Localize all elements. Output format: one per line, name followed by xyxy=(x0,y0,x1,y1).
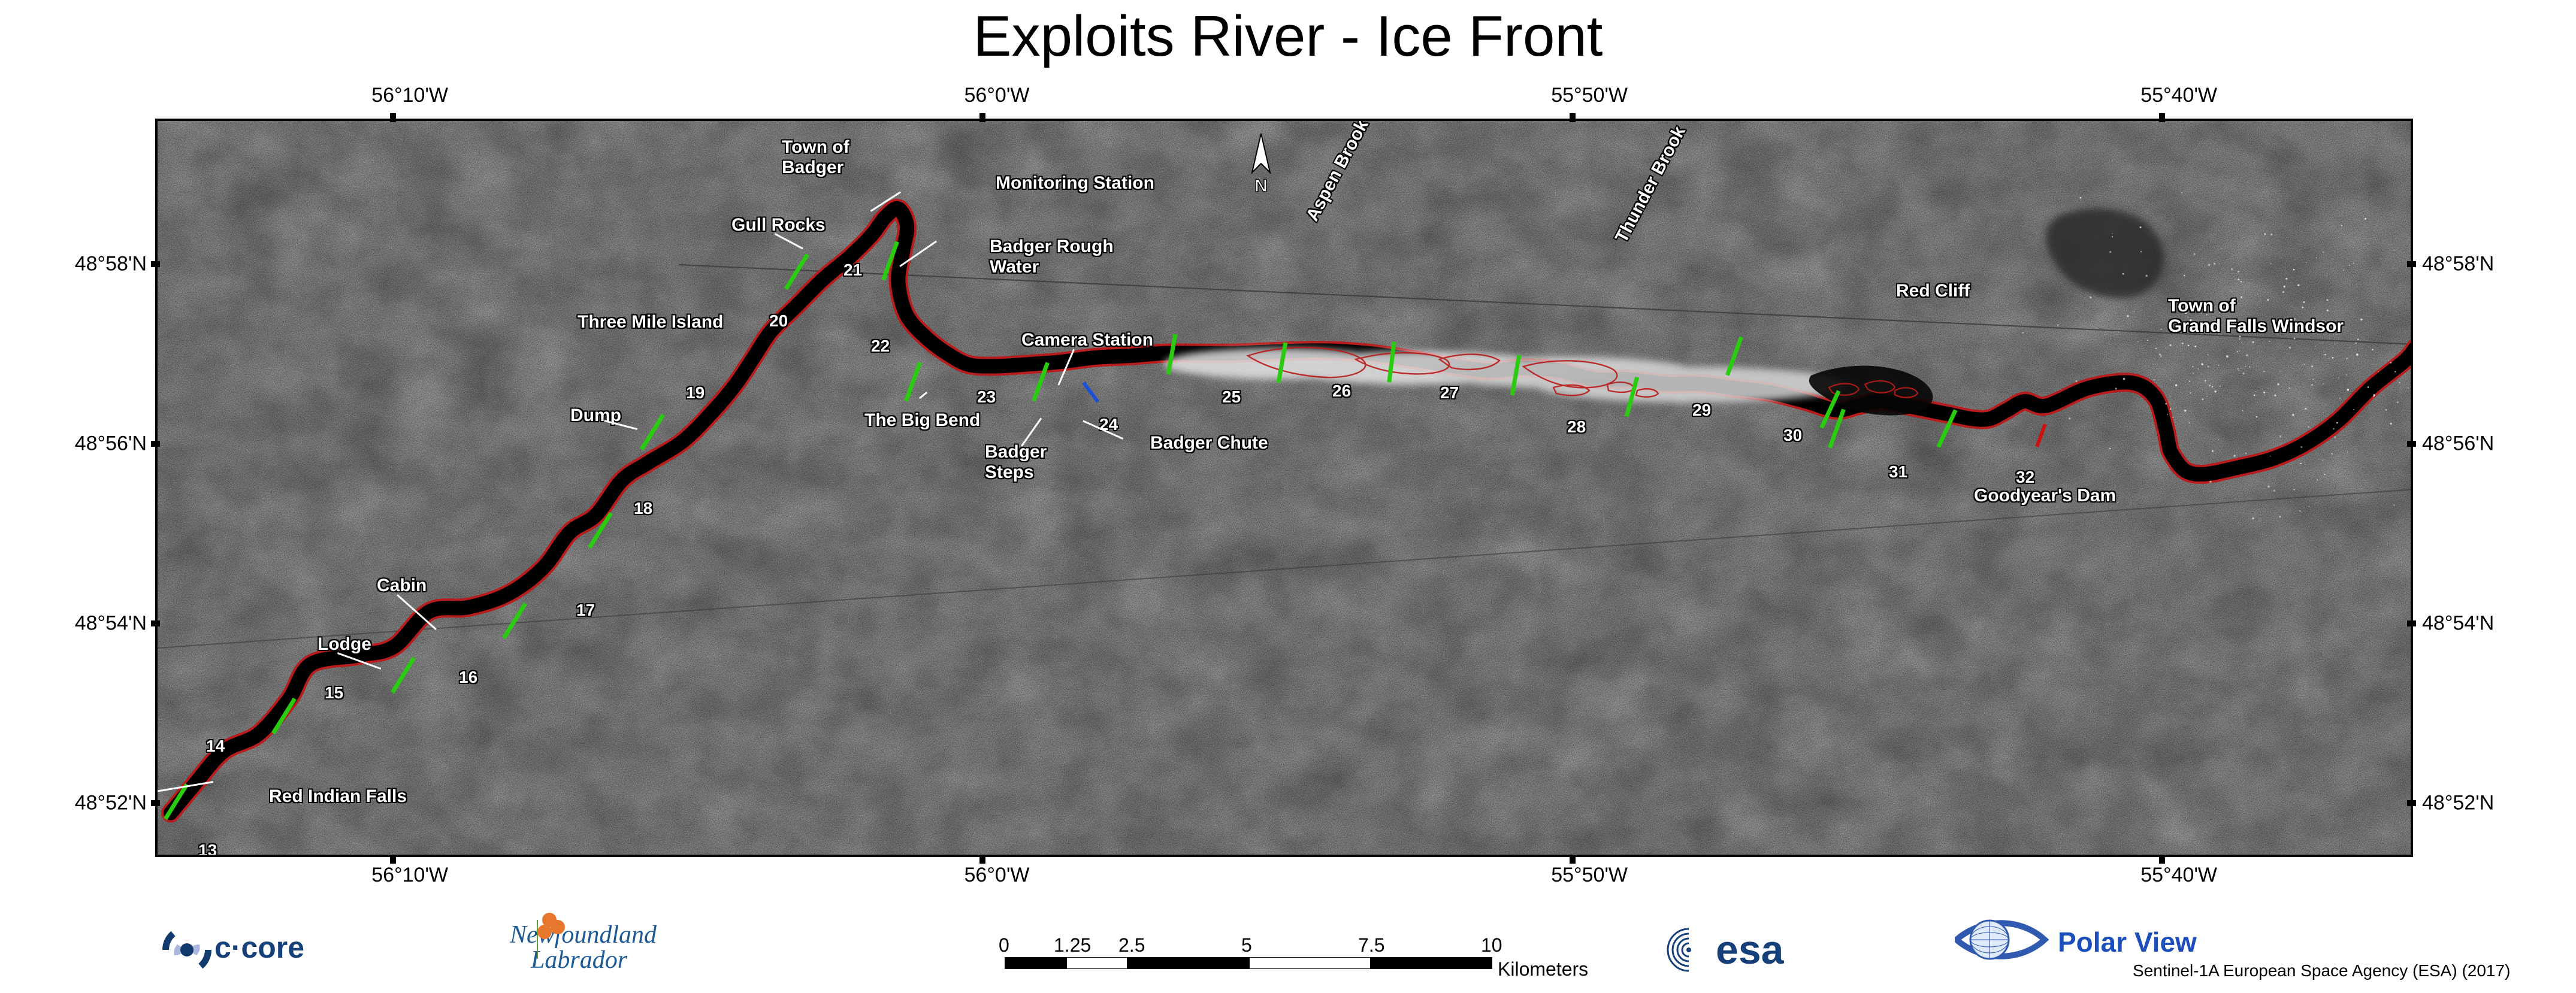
svg-text:N: N xyxy=(1254,176,1268,196)
svg-text:Newfoundland: Newfoundland xyxy=(510,921,657,949)
svg-text:esa: esa xyxy=(1716,927,1785,973)
svg-text:Polar View: Polar View xyxy=(2058,927,2197,958)
svg-text:Labrador: Labrador xyxy=(530,946,628,974)
